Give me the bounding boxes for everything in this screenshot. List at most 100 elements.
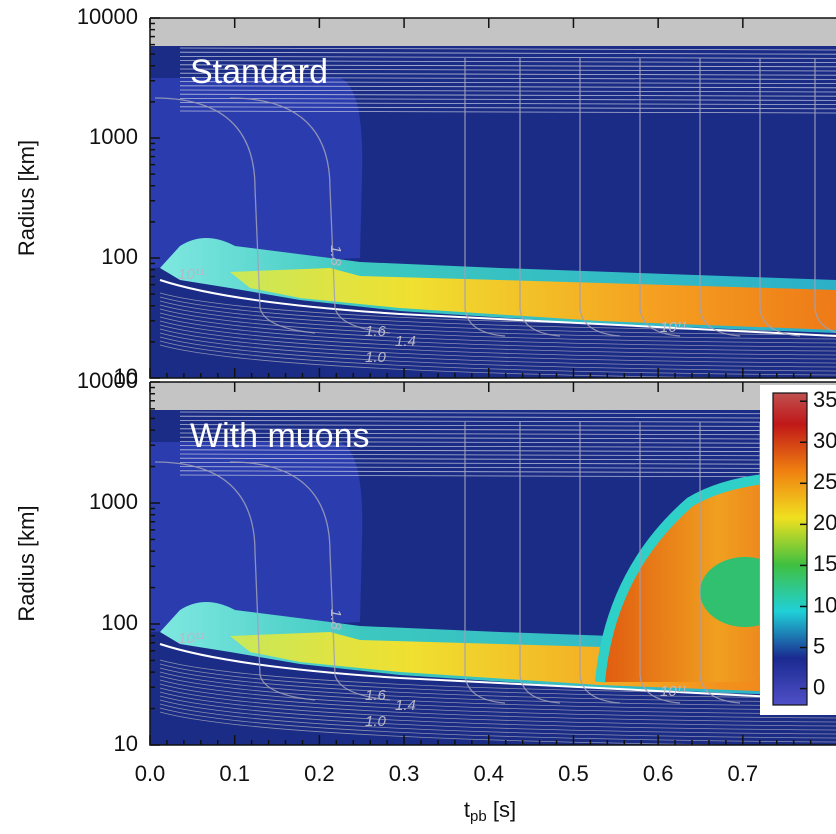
contour-label: 1.0 xyxy=(365,349,387,366)
contour xyxy=(159,324,836,360)
contour xyxy=(179,56,836,59)
contour xyxy=(179,428,836,432)
white-contour xyxy=(159,279,836,337)
contour xyxy=(179,110,836,114)
x-tick-label: 0.7 xyxy=(728,761,759,786)
contour xyxy=(464,58,506,337)
panel-title: With muons xyxy=(190,417,370,455)
contour xyxy=(179,81,836,84)
y-tick-label: 10 xyxy=(114,364,138,389)
contour xyxy=(179,68,836,72)
contour-label: 1.6 xyxy=(365,323,387,340)
contour-label: 10¹¹ xyxy=(178,266,205,283)
y-tick-label: 100 xyxy=(101,244,138,269)
x-tick-label: 0.2 xyxy=(304,761,335,786)
contour xyxy=(179,466,836,470)
y-tick-label: 1000 xyxy=(89,489,138,514)
x-axis-label-sub: pb xyxy=(470,808,487,825)
contour xyxy=(179,77,836,80)
x-tick-label: 0.0 xyxy=(135,761,166,786)
white-contour xyxy=(159,643,836,701)
contour xyxy=(699,422,741,704)
contour xyxy=(179,60,836,63)
contour xyxy=(699,58,741,337)
colorbar-tick-label: 35 xyxy=(813,387,836,412)
heatmap xyxy=(150,18,836,378)
contour xyxy=(159,332,836,368)
x-axis-label: tpb [s] xyxy=(464,797,516,825)
heatmap xyxy=(150,382,836,745)
contour xyxy=(519,58,561,337)
colorbar-tick-label: 10 xyxy=(813,592,836,617)
contour xyxy=(179,474,836,478)
contour xyxy=(639,422,681,704)
x-axis-label-main: t xyxy=(464,797,470,822)
colorbar-tick-label: 30 xyxy=(813,428,836,453)
contour xyxy=(179,432,836,436)
contour xyxy=(159,328,836,364)
contour-label: 1.6 xyxy=(365,687,387,704)
x-tick-label: 0.4 xyxy=(473,761,504,786)
contour xyxy=(159,703,836,739)
contour-label: 10¹¹ xyxy=(660,683,687,700)
contour xyxy=(179,470,836,474)
contour xyxy=(464,422,506,704)
contour xyxy=(159,691,836,727)
contour xyxy=(179,424,836,428)
contour xyxy=(159,663,836,699)
contour-label: 1.4 xyxy=(395,333,416,350)
contour xyxy=(814,58,836,333)
contour xyxy=(579,58,621,337)
y-axis-label: Radius [km] xyxy=(14,505,39,621)
contour xyxy=(179,411,836,415)
contour xyxy=(579,422,621,704)
x-tick-label: 0.1 xyxy=(219,761,250,786)
contour xyxy=(179,461,836,465)
x-tick-label: 0.3 xyxy=(389,761,420,786)
x-axis-label-unit: [s] xyxy=(487,797,516,822)
shock-inner xyxy=(230,268,836,330)
contour xyxy=(179,102,836,105)
y-tick-label: 10000 xyxy=(77,4,138,29)
contour xyxy=(759,58,801,337)
contour xyxy=(159,671,836,707)
contour xyxy=(159,336,836,372)
contour xyxy=(179,93,836,97)
contour xyxy=(179,436,836,440)
panel-title: Standard xyxy=(190,53,328,91)
contour xyxy=(159,300,836,336)
colorbar-tick-label: 15 xyxy=(813,551,836,576)
y-tick-label: 1000 xyxy=(89,124,138,149)
contour-label: 1.4 xyxy=(395,697,416,714)
colorbar xyxy=(772,392,808,706)
contour xyxy=(179,440,836,444)
heat-top xyxy=(150,382,836,410)
colorbar-tick-label: 0 xyxy=(813,674,825,699)
contour-label: 10¹¹ xyxy=(178,630,205,647)
contour xyxy=(179,51,836,55)
contour xyxy=(159,312,836,348)
x-tick-label: 0.6 xyxy=(643,761,674,786)
contour xyxy=(179,89,836,93)
contour xyxy=(159,320,836,356)
colorbar-tick-label: 20 xyxy=(813,510,836,535)
contour-label: 1.8 xyxy=(327,609,344,631)
contour-label: 1.0 xyxy=(365,713,387,730)
y-tick-label: 10 xyxy=(114,731,138,756)
contour xyxy=(229,461,391,701)
contour xyxy=(179,106,836,110)
contour xyxy=(229,97,391,334)
contour xyxy=(159,695,836,731)
contour xyxy=(154,461,316,701)
contour xyxy=(159,316,836,352)
contour xyxy=(159,667,836,703)
contour xyxy=(179,47,836,51)
x-tick-label: 0.5 xyxy=(558,761,589,786)
contour xyxy=(159,699,836,735)
contour xyxy=(179,419,836,423)
contour xyxy=(179,64,836,68)
contour xyxy=(159,707,836,743)
contour xyxy=(179,453,836,457)
contour xyxy=(159,687,836,723)
